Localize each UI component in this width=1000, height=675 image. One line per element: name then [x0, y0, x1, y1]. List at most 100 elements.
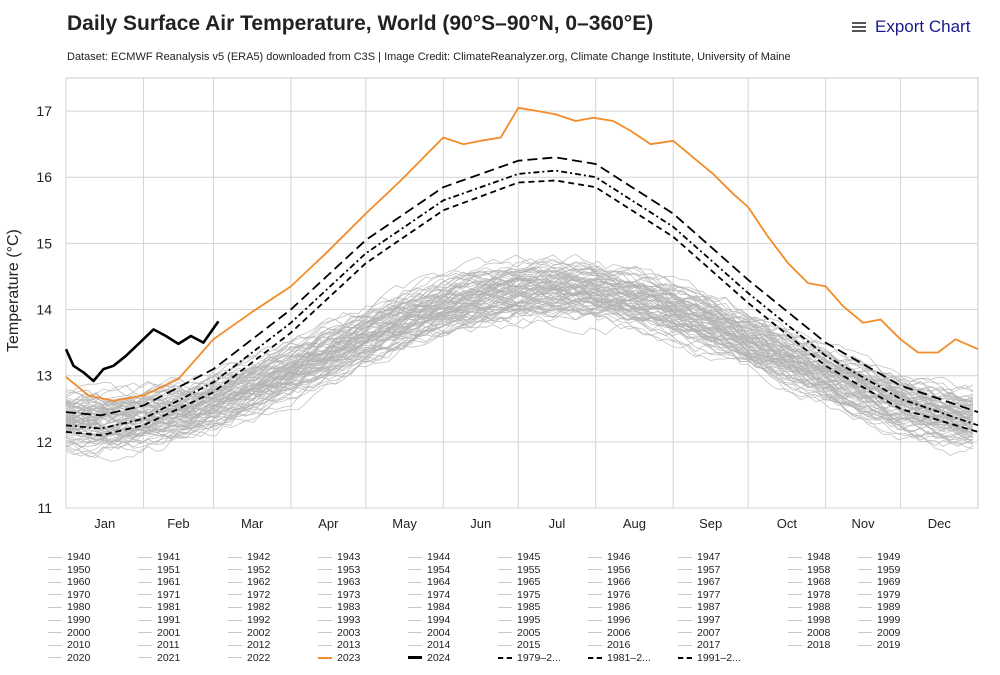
legend-item[interactable]: 1984 — [408, 601, 450, 613]
legend-item[interactable]: 1969 — [858, 576, 900, 588]
legend-item[interactable]: 2000 — [48, 627, 90, 639]
legend-item[interactable]: 1961 — [138, 576, 180, 588]
legend-item[interactable]: 2016 — [588, 639, 630, 651]
legend-item[interactable]: 1997 — [678, 614, 720, 626]
legend-item[interactable]: 1973 — [318, 589, 360, 601]
legend-label: 1996 — [607, 614, 631, 626]
legend-item[interactable]: 1991 — [138, 614, 180, 626]
legend-swatch — [318, 581, 332, 583]
legend-item[interactable]: 2017 — [678, 639, 720, 651]
legend-item[interactable]: 1962 — [228, 576, 270, 588]
legend-item[interactable]: 2003 — [318, 627, 360, 639]
legend-item[interactable]: 1964 — [408, 576, 450, 588]
legend-item[interactable]: 1998 — [788, 614, 830, 626]
legend-item[interactable]: 1974 — [408, 589, 450, 601]
legend-item[interactable]: 2023 — [318, 652, 360, 664]
legend-item[interactable]: 1982 — [228, 601, 270, 613]
legend-item[interactable]: 2011 — [138, 639, 180, 651]
legend-item[interactable]: 1951 — [138, 564, 180, 576]
legend-label: 1959 — [877, 563, 901, 576]
legend-item[interactable]: 1976 — [588, 589, 630, 601]
legend-item[interactable]: 2014 — [408, 639, 450, 651]
legend-item[interactable]: 1979 — [858, 589, 900, 601]
x-tick-label: Mar — [241, 516, 264, 531]
legend-item[interactable]: 1992 — [228, 614, 270, 626]
legend-item[interactable]: 2020 — [48, 652, 90, 664]
legend-swatch — [408, 644, 422, 646]
legend-item[interactable]: 1971 — [138, 589, 180, 601]
legend-item[interactable]: 1993 — [318, 614, 360, 626]
legend-item[interactable]: 2019 — [858, 639, 900, 651]
chart-plot-area: 11 12 13 14 15 16 17 Jan Feb Mar Apr May Jun Jul Aug Se… — [36, 77, 979, 531]
legend-item[interactable]: 1970 — [48, 589, 90, 601]
legend-item[interactable]: 1944 — [408, 551, 450, 563]
legend-item[interactable]: 1958 — [788, 564, 830, 576]
x-tick-label: Jul — [549, 516, 566, 531]
legend-item[interactable]: 1946 — [588, 551, 630, 563]
legend-item[interactable]: 1948 — [788, 551, 830, 563]
legend-item[interactable]: 1963 — [318, 576, 360, 588]
legend-item[interactable]: 1989 — [858, 601, 900, 613]
legend-item[interactable]: 1975 — [498, 589, 540, 601]
legend-item[interactable]: 1940 — [48, 551, 90, 563]
legend-item[interactable]: 2005 — [498, 627, 540, 639]
legend-item[interactable]: 1991–2... — [678, 652, 741, 664]
legend-item[interactable]: 1966 — [588, 576, 630, 588]
legend-item[interactable]: 1988 — [788, 601, 830, 613]
legend-item[interactable]: 1981–2... — [588, 652, 651, 664]
x-tick-label: Sep — [699, 516, 722, 531]
legend-item[interactable]: 1943 — [318, 551, 360, 563]
legend-item[interactable]: 2009 — [858, 627, 900, 639]
legend-item[interactable]: 1983 — [318, 601, 360, 613]
legend-item[interactable]: 1996 — [588, 614, 630, 626]
legend-item[interactable]: 1960 — [48, 576, 90, 588]
legend-item[interactable]: 1950 — [48, 564, 90, 576]
legend-item[interactable]: 2012 — [228, 639, 270, 651]
legend-item[interactable]: 1952 — [228, 564, 270, 576]
legend-item[interactable]: 1987 — [678, 601, 720, 613]
legend-item[interactable]: 2004 — [408, 627, 450, 639]
legend-item[interactable]: 2022 — [228, 652, 270, 664]
legend-item[interactable]: 1977 — [678, 589, 720, 601]
legend-item[interactable]: 1942 — [228, 551, 270, 563]
legend-item[interactable]: 1979–2... — [498, 652, 561, 664]
legend-item[interactable]: 2006 — [588, 627, 630, 639]
legend-item[interactable]: 2002 — [228, 627, 270, 639]
legend-item[interactable]: 1968 — [788, 576, 830, 588]
legend-item[interactable]: 1967 — [678, 576, 720, 588]
legend-item[interactable]: 1941 — [138, 551, 180, 563]
legend-item[interactable]: 1945 — [498, 551, 540, 563]
legend-item[interactable]: 1955 — [498, 564, 540, 576]
legend-item[interactable]: 2015 — [498, 639, 540, 651]
legend-item[interactable]: 1980 — [48, 601, 90, 613]
legend-item[interactable]: 2007 — [678, 627, 720, 639]
legend-item[interactable]: 1959 — [858, 564, 900, 576]
legend-item[interactable]: 1949 — [858, 551, 900, 563]
export-chart-button[interactable]: Export Chart — [852, 17, 970, 37]
legend-item[interactable]: 1956 — [588, 564, 630, 576]
legend-item[interactable]: 1972 — [228, 589, 270, 601]
legend-item[interactable]: 1957 — [678, 564, 720, 576]
legend-item[interactable]: 1954 — [408, 564, 450, 576]
legend-item[interactable]: 1990 — [48, 614, 90, 626]
legend-item[interactable]: 2013 — [318, 639, 360, 651]
legend-item[interactable]: 1965 — [498, 576, 540, 588]
legend-item[interactable]: 1999 — [858, 614, 900, 626]
legend-label: 1991 — [157, 614, 181, 626]
legend-item[interactable]: 1978 — [788, 589, 830, 601]
legend-item[interactable]: 1947 — [678, 551, 720, 563]
legend-item[interactable]: 2001 — [138, 627, 180, 639]
legend-item[interactable]: 1985 — [498, 601, 540, 613]
legend-item[interactable]: 2024 — [408, 652, 450, 664]
legend-item[interactable]: 2010 — [48, 639, 90, 651]
legend-item[interactable]: 2021 — [138, 652, 180, 664]
legend-item[interactable]: 1981 — [138, 601, 180, 613]
legend-label: 1979 — [877, 588, 901, 601]
legend-item[interactable]: 2008 — [788, 627, 830, 639]
legend-item[interactable]: 1986 — [588, 601, 630, 613]
legend-item[interactable]: 1994 — [408, 614, 450, 626]
legend-item[interactable]: 1953 — [318, 564, 360, 576]
legend-swatch — [678, 656, 692, 659]
legend-item[interactable]: 1995 — [498, 614, 540, 626]
legend-item[interactable]: 2018 — [788, 639, 830, 651]
